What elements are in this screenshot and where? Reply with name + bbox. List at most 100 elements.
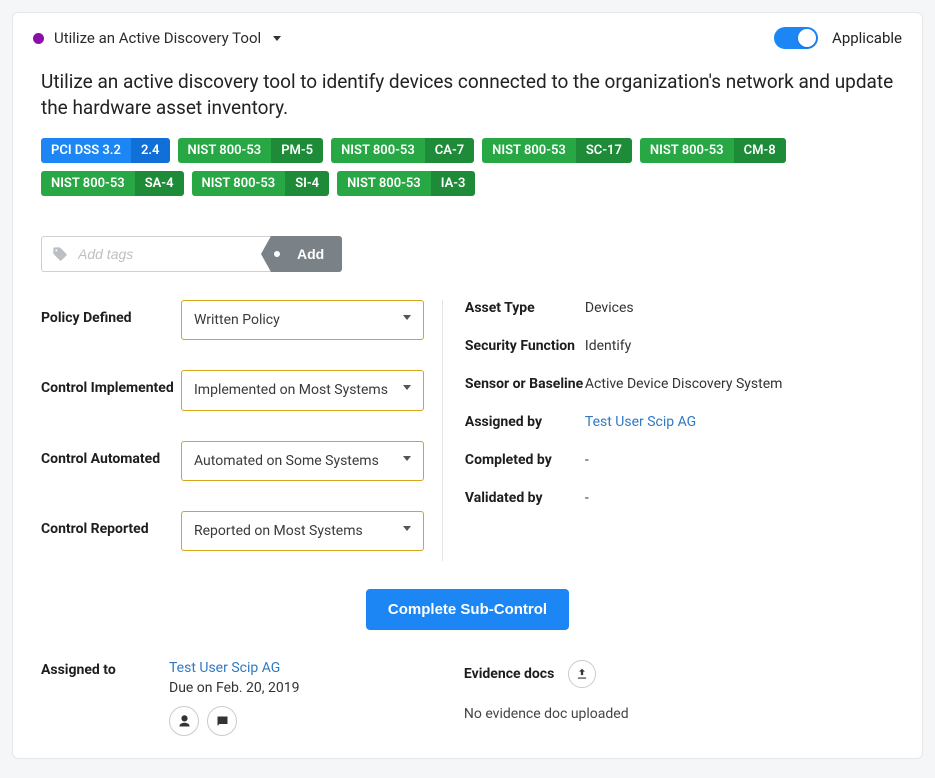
- subcontrol-title: Utilize an Active Discovery Tool: [54, 29, 261, 47]
- add-tags-input-wrap[interactable]: [41, 236, 271, 272]
- assignee-actions: [169, 706, 299, 736]
- tag-hole-icon: [274, 251, 280, 257]
- row-completed-by: Completed by -: [465, 452, 894, 468]
- framework-tag[interactable]: NIST 800-53CM-8: [640, 138, 786, 163]
- framework-tag[interactable]: NIST 800-53IA-3: [337, 171, 475, 196]
- comment-icon: [215, 714, 230, 729]
- framework-tag[interactable]: NIST 800-53SI-4: [192, 171, 330, 196]
- due-date: Due on Feb. 20, 2019: [169, 680, 299, 696]
- caret-down-icon: [403, 456, 411, 461]
- control-automated-value: Automated on Some Systems: [194, 453, 379, 469]
- subcontrol-description: Utilize an active discovery tool to iden…: [41, 69, 894, 120]
- caret-down-icon[interactable]: [273, 36, 281, 41]
- validated-by-label: Validated by: [465, 490, 585, 506]
- header-right: Applicable: [774, 27, 902, 49]
- comment-button[interactable]: [207, 706, 237, 736]
- add-tags-row: Add: [41, 236, 894, 272]
- tag-icon: [52, 246, 68, 262]
- framework-name: NIST 800-53: [640, 138, 734, 163]
- add-tag-button-label: Add: [297, 246, 324, 262]
- policy-defined-select[interactable]: Written Policy: [181, 300, 424, 340]
- row-control-implemented: Control Implemented Implemented on Most …: [41, 370, 424, 410]
- control-implemented-label: Control Implemented: [41, 370, 181, 396]
- completed-by-label: Completed by: [465, 452, 585, 468]
- framework-code: 2.4: [131, 138, 170, 163]
- details-right: Asset Type Devices Security Function Ide…: [442, 300, 894, 561]
- evidence-header: Evidence docs: [464, 660, 894, 688]
- footer-right: Evidence docs No evidence doc uploaded: [442, 660, 894, 736]
- person-icon: [177, 714, 192, 729]
- evidence-empty: No evidence doc uploaded: [464, 706, 894, 722]
- framework-code: PM-5: [271, 138, 323, 163]
- framework-name: NIST 800-53: [482, 138, 576, 163]
- person-button[interactable]: [169, 706, 199, 736]
- assignee-link[interactable]: Test User Scip AG: [169, 660, 280, 676]
- security-function-label: Security Function: [465, 338, 585, 354]
- footer-left: Assigned to Test User Scip AG Due on Feb…: [41, 660, 442, 736]
- action-row: Complete Sub-Control: [33, 589, 902, 630]
- framework-code: CM-8: [734, 138, 786, 163]
- applicable-label: Applicable: [832, 29, 902, 47]
- framework-code: IA-3: [431, 171, 476, 196]
- add-tags-input[interactable]: [76, 245, 261, 263]
- row-validated-by: Validated by -: [465, 490, 894, 506]
- assigned-to-label: Assigned to: [41, 660, 169, 736]
- sensor-baseline-label: Sensor or Baseline: [465, 376, 585, 392]
- framework-name: PCI DSS 3.2: [41, 138, 131, 163]
- caret-down-icon: [403, 315, 411, 320]
- complete-subcontrol-button[interactable]: Complete Sub-Control: [366, 589, 569, 630]
- framework-tags: PCI DSS 3.22.4NIST 800-53PM-5NIST 800-53…: [41, 138, 894, 196]
- row-assigned-by: Assigned by Test User Scip AG: [465, 414, 894, 430]
- policy-defined-value: Written Policy: [194, 312, 280, 328]
- assigned-by-label: Assigned by: [465, 414, 585, 430]
- framework-name: NIST 800-53: [41, 171, 135, 196]
- framework-name: NIST 800-53: [337, 171, 431, 196]
- row-security-function: Security Function Identify: [465, 338, 894, 354]
- framework-code: CA-7: [425, 138, 474, 163]
- row-sensor-baseline: Sensor or Baseline Active Device Discove…: [465, 376, 894, 392]
- caret-down-icon: [403, 385, 411, 390]
- sensor-baseline-value: Active Device Discovery System: [585, 376, 783, 392]
- applicable-toggle[interactable]: [774, 27, 818, 49]
- framework-name: NIST 800-53: [331, 138, 425, 163]
- control-reported-value: Reported on Most Systems: [194, 523, 363, 539]
- row-control-automated: Control Automated Automated on Some Syst…: [41, 441, 424, 481]
- caret-down-icon: [403, 526, 411, 531]
- policy-defined-label: Policy Defined: [41, 300, 181, 326]
- asset-type-value: Devices: [585, 300, 634, 316]
- control-implemented-value: Implemented on Most Systems: [194, 382, 388, 398]
- row-asset-type: Asset Type Devices: [465, 300, 894, 316]
- security-function-value: Identify: [585, 338, 631, 354]
- completed-by-value: -: [585, 452, 589, 468]
- asset-type-label: Asset Type: [465, 300, 585, 316]
- assignee-block: Test User Scip AG Due on Feb. 20, 2019: [169, 660, 299, 736]
- framework-tag[interactable]: PCI DSS 3.22.4: [41, 138, 170, 163]
- header-left[interactable]: Utilize an Active Discovery Tool: [33, 29, 281, 47]
- control-automated-select[interactable]: Automated on Some Systems: [181, 441, 424, 481]
- status-dot-icon: [33, 33, 44, 44]
- assigned-by-value[interactable]: Test User Scip AG: [585, 414, 696, 430]
- header: Utilize an Active Discovery Tool Applica…: [33, 27, 902, 49]
- framework-tag[interactable]: NIST 800-53CA-7: [331, 138, 474, 163]
- details-left: Policy Defined Written Policy Control Im…: [41, 300, 442, 561]
- control-automated-label: Control Automated: [41, 441, 181, 467]
- control-implemented-select[interactable]: Implemented on Most Systems: [181, 370, 424, 410]
- details-grid: Policy Defined Written Policy Control Im…: [41, 300, 894, 561]
- add-tag-button[interactable]: Add: [271, 236, 342, 272]
- row-control-reported: Control Reported Reported on Most System…: [41, 511, 424, 551]
- subcontrol-card: Utilize an Active Discovery Tool Applica…: [12, 12, 923, 759]
- evidence-upload-button[interactable]: [568, 660, 596, 688]
- footer: Assigned to Test User Scip AG Due on Feb…: [41, 660, 894, 736]
- upload-icon: [575, 667, 589, 681]
- framework-code: SA-4: [135, 171, 184, 196]
- framework-tag[interactable]: NIST 800-53SA-4: [41, 171, 184, 196]
- row-policy-defined: Policy Defined Written Policy: [41, 300, 424, 340]
- framework-name: NIST 800-53: [192, 171, 286, 196]
- control-reported-select[interactable]: Reported on Most Systems: [181, 511, 424, 551]
- framework-code: SI-4: [285, 171, 329, 196]
- framework-tag[interactable]: NIST 800-53SC-17: [482, 138, 632, 163]
- validated-by-value: -: [585, 490, 589, 506]
- framework-tag[interactable]: NIST 800-53PM-5: [178, 138, 324, 163]
- framework-code: SC-17: [576, 138, 632, 163]
- control-reported-label: Control Reported: [41, 511, 181, 537]
